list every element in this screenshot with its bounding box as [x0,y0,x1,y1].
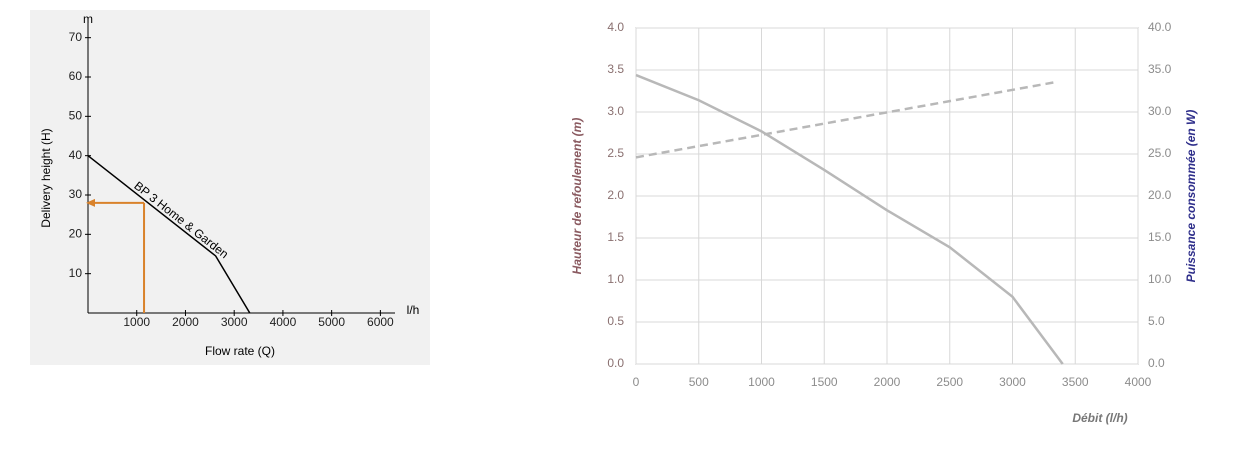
y-tick-label: 10 [69,266,83,280]
y-tick-label: 1.5 [607,230,624,244]
x-tick-label: 4000 [270,315,297,329]
y-tick-label: 3.0 [607,104,624,118]
x-axis-title: Flow rate (Q) [205,344,275,358]
y-tick-label: 2.5 [607,146,624,160]
y2-axis-title: Puissance consommée (en W) [1184,110,1198,283]
y2-tick-label: 0.0 [1148,356,1165,370]
chart-1-background [30,10,430,365]
y-axis-title: Hauteur de refoulement (m) [570,118,584,275]
y-unit: m [83,12,93,26]
y-tick-label: 30 [69,187,83,201]
y2-tick-label: 35.0 [1148,62,1172,76]
y-tick-label: 20 [69,227,83,241]
y-tick-label: 0.5 [607,314,624,328]
x-tick-label: 3000 [999,375,1026,389]
y-tick-label: 4.0 [607,20,624,34]
x-tick-label: 1500 [811,375,838,389]
y-tick-label: 60 [69,69,83,83]
y2-tick-label: 30.0 [1148,104,1172,118]
x-tick-label: 1000 [123,315,150,329]
y2-tick-label: 5.0 [1148,314,1165,328]
marker-arrowhead [86,198,95,207]
y-tick-label: 50 [69,109,83,123]
y2-tick-label: 25.0 [1148,146,1172,160]
y2-tick-label: 40.0 [1148,20,1172,34]
x-tick-label: 5000 [318,315,345,329]
x-tick-label: 0 [633,375,640,389]
y-tick-label: 0.0 [607,356,624,370]
y2-tick-label: 15.0 [1148,230,1172,244]
x-unit: l/h [407,303,420,317]
x-axis-title: Débit (l/h) [1072,411,1127,425]
x-tick-label: 2000 [172,315,199,329]
series-line [635,80,1058,159]
series-line [635,73,1064,365]
x-tick-label: 2000 [874,375,901,389]
y-tick-label: 2.0 [607,188,624,202]
y-tick-label: 3.5 [607,62,624,76]
y2-tick-label: 10.0 [1148,272,1172,286]
x-tick-label: 3000 [221,315,248,329]
y-tick-label: 70 [69,30,83,44]
x-tick-label: 1000 [748,375,775,389]
x-tick-label: 500 [689,375,709,389]
x-tick-label: 6000 [367,315,394,329]
x-tick-label: 4000 [1125,375,1152,389]
x-tick-label: 3500 [1062,375,1089,389]
y-tick-label: 40 [69,148,83,162]
series-line [87,155,251,314]
y2-tick-label: 20.0 [1148,188,1172,202]
x-tick-label: 2500 [936,375,963,389]
y-axis-title: Delivery height (H) [39,128,53,227]
y-tick-label: 1.0 [607,272,624,286]
